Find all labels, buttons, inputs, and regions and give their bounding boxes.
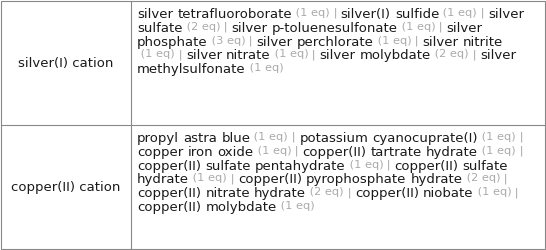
Text: sulfide: sulfide [395, 8, 440, 21]
Text: hydrate: hydrate [426, 146, 478, 159]
Text: copper(II): copper(II) [137, 187, 201, 200]
Text: |: | [477, 8, 488, 18]
Text: |: | [343, 187, 355, 198]
Text: (1 eq): (1 eq) [276, 201, 314, 211]
Text: silver: silver [488, 8, 524, 21]
Text: molybdate: molybdate [205, 201, 276, 214]
Text: perchlorate: perchlorate [297, 36, 373, 49]
Text: (1 eq): (1 eq) [373, 36, 411, 46]
Text: silver: silver [232, 22, 268, 35]
Text: (2 eq): (2 eq) [431, 49, 468, 59]
Text: copper(II) cation: copper(II) cation [11, 180, 121, 194]
Text: sulfate: sulfate [137, 22, 182, 35]
Text: |: | [288, 132, 299, 142]
Text: silver(I) cation: silver(I) cation [19, 56, 114, 70]
Text: copper(II): copper(II) [238, 173, 302, 186]
Text: (2 eq): (2 eq) [306, 187, 343, 197]
Text: iron: iron [187, 146, 213, 159]
Text: |: | [330, 8, 341, 18]
Text: silver: silver [137, 8, 173, 21]
Text: copper(II): copper(II) [355, 187, 419, 200]
Text: (1 eq): (1 eq) [246, 63, 283, 73]
Text: (1 eq): (1 eq) [478, 146, 516, 156]
Text: (1 eq): (1 eq) [346, 160, 383, 170]
Text: cyanocuprate(I): cyanocuprate(I) [372, 132, 478, 145]
Text: silver: silver [319, 49, 355, 62]
Text: astra: astra [183, 132, 217, 145]
Text: phosphate: phosphate [137, 36, 207, 49]
Text: |: | [383, 160, 395, 170]
Text: (1 eq): (1 eq) [137, 49, 175, 59]
Text: |: | [227, 173, 238, 184]
Text: (1 eq): (1 eq) [189, 173, 227, 183]
Text: |: | [500, 173, 512, 184]
Text: copper(II): copper(II) [302, 146, 366, 159]
Text: nitrate: nitrate [226, 49, 271, 62]
Text: copper(II): copper(II) [395, 160, 459, 172]
Text: |: | [515, 132, 527, 142]
Text: |: | [175, 49, 186, 60]
Text: (1 eq): (1 eq) [397, 22, 435, 32]
Text: hydrate: hydrate [137, 173, 189, 186]
Text: blue: blue [222, 132, 251, 145]
Text: (1 eq): (1 eq) [292, 8, 330, 18]
Text: |: | [308, 49, 319, 60]
Text: methylsulfonate: methylsulfonate [137, 63, 246, 76]
Text: tetrafluoroborate: tetrafluoroborate [177, 8, 292, 21]
Text: |: | [435, 22, 447, 32]
Text: silver: silver [186, 49, 222, 62]
Text: propyl: propyl [137, 132, 179, 145]
Text: |: | [511, 187, 523, 198]
Text: |: | [468, 49, 480, 60]
Text: (1 eq): (1 eq) [251, 132, 288, 142]
Text: copper: copper [137, 146, 183, 159]
Text: tartrate: tartrate [371, 146, 422, 159]
Text: (3 eq): (3 eq) [207, 36, 245, 46]
Text: nitrate: nitrate [205, 187, 250, 200]
Text: |: | [220, 22, 232, 32]
Text: (2 eq): (2 eq) [182, 22, 220, 32]
Text: (2 eq): (2 eq) [463, 173, 500, 183]
Text: (1 eq): (1 eq) [440, 8, 477, 18]
Text: (1 eq): (1 eq) [474, 187, 511, 197]
Text: potassium: potassium [299, 132, 368, 145]
Text: silver: silver [480, 49, 516, 62]
Text: niobate: niobate [423, 187, 474, 200]
Text: |: | [411, 36, 423, 46]
Text: sulfate: sulfate [463, 160, 508, 172]
Text: copper(II): copper(II) [137, 201, 201, 214]
Text: nitrite: nitrite [463, 36, 503, 49]
Text: pyrophosphate: pyrophosphate [306, 173, 407, 186]
Text: hydrate: hydrate [411, 173, 463, 186]
Text: |: | [291, 146, 302, 156]
Text: sulfate: sulfate [205, 160, 251, 172]
Text: silver: silver [423, 36, 459, 49]
Text: copper(II): copper(II) [137, 160, 201, 172]
Text: hydrate: hydrate [254, 187, 306, 200]
Text: p-toluenesulfonate: p-toluenesulfonate [271, 22, 397, 35]
Text: silver(I): silver(I) [341, 8, 391, 21]
Text: silver: silver [447, 22, 483, 35]
Text: pentahydrate: pentahydrate [255, 160, 346, 172]
Text: (1 eq): (1 eq) [478, 132, 515, 142]
Text: (1 eq): (1 eq) [253, 146, 291, 156]
Text: |: | [516, 146, 527, 156]
Text: silver: silver [257, 36, 293, 49]
Text: molybdate: molybdate [360, 49, 431, 62]
Text: oxide: oxide [217, 146, 253, 159]
Text: |: | [245, 36, 257, 46]
Text: (1 eq): (1 eq) [271, 49, 308, 59]
